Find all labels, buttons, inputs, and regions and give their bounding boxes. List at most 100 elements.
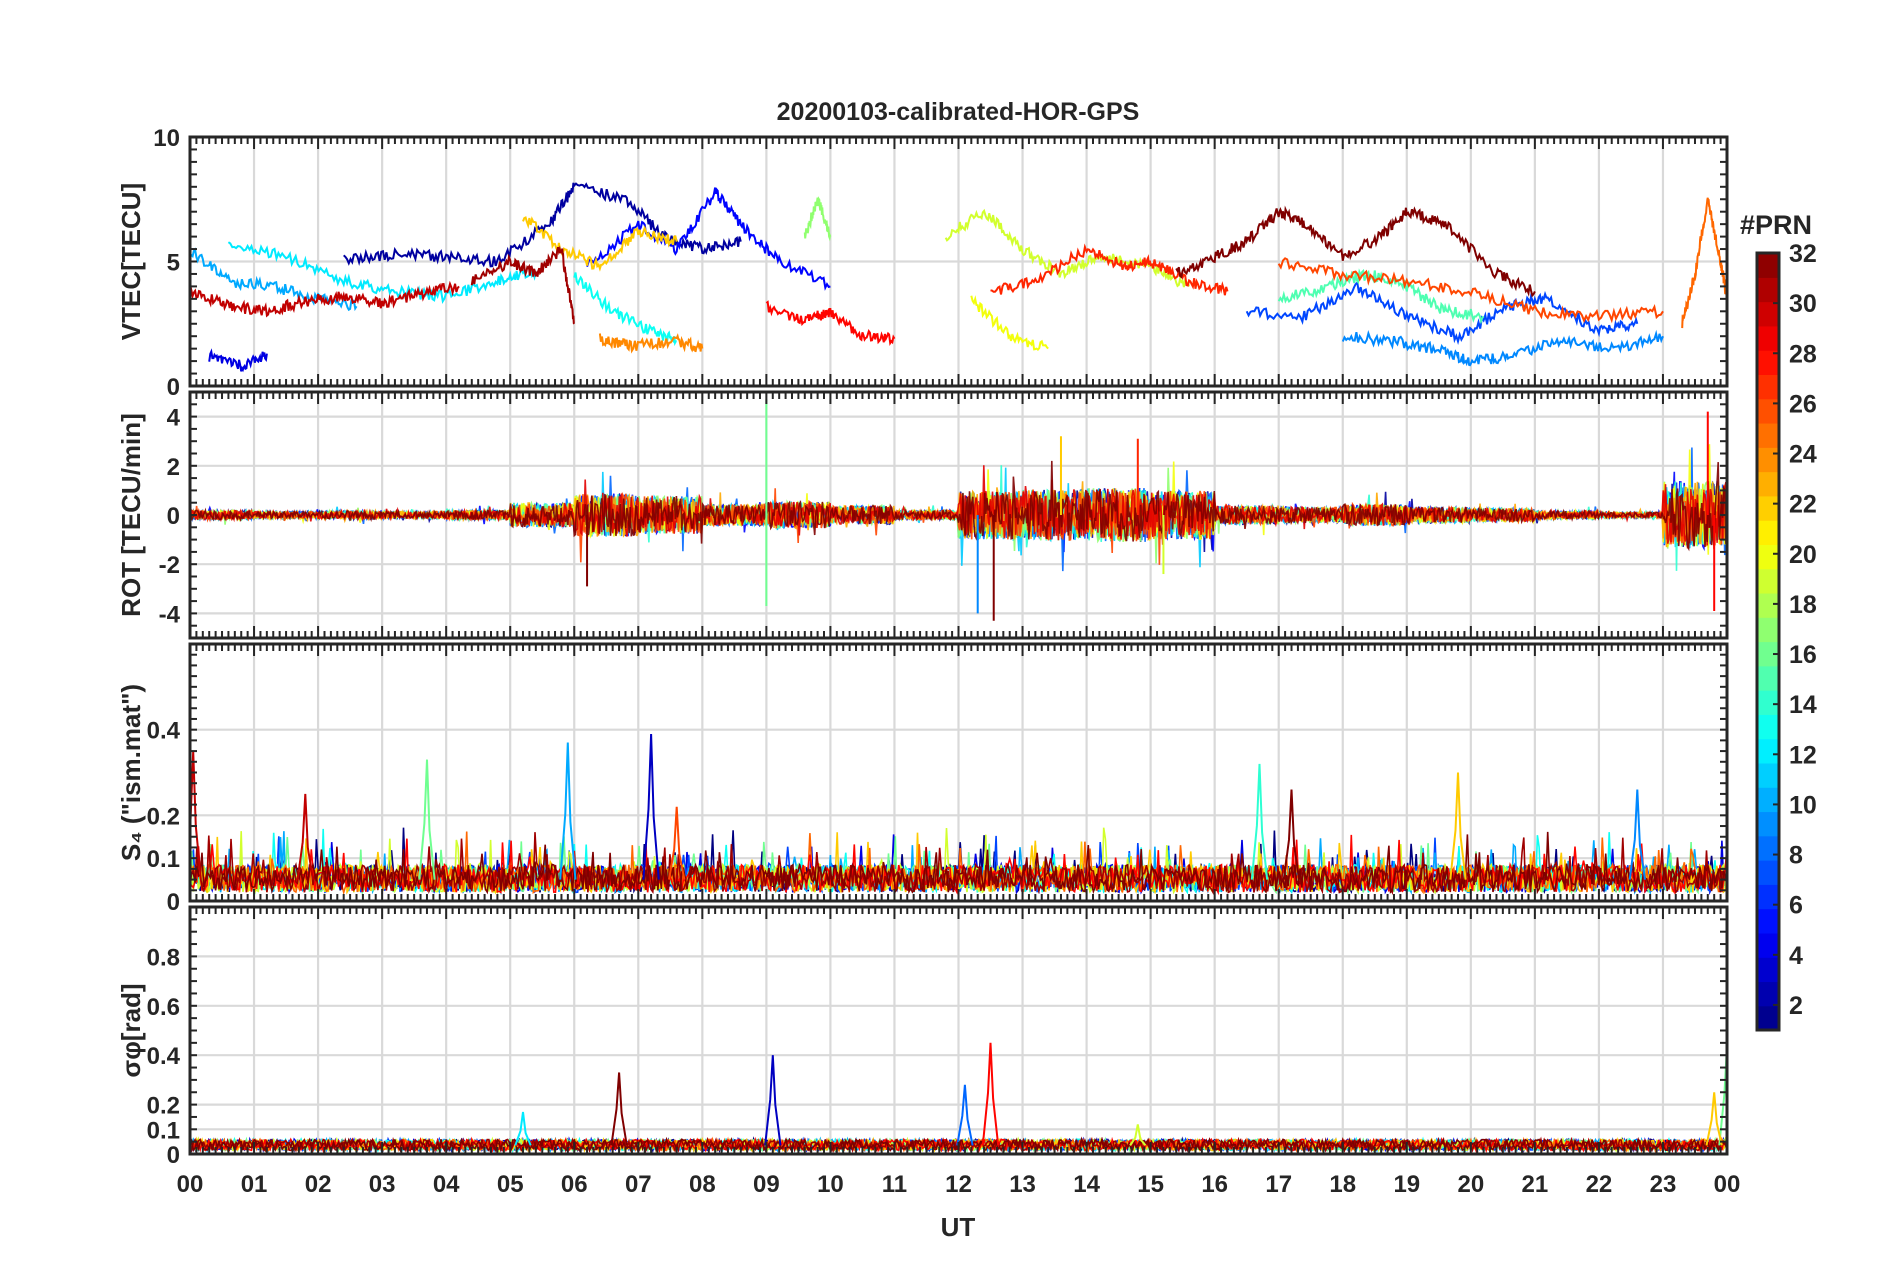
colorbar-tick-label: 2 (1789, 992, 1803, 1020)
vtec-ytick-label: 10 (153, 125, 180, 152)
s4-ytick-label: 0.4 (147, 718, 181, 745)
vtec-series-prn-15 (1277, 268, 1485, 325)
colorbar-swatch (1757, 592, 1779, 618)
sigma_phi-peak-prn-19 (1129, 1124, 1147, 1147)
x-tick-label: 04 (433, 1171, 460, 1198)
s4-y-axis-label: S₄ ("ism.mat") (116, 684, 146, 861)
s4-panel: 0 0.1 0.2 0.4S₄ ("ism.mat") (116, 642, 1729, 916)
rot-ytick-label: 0 (167, 503, 180, 530)
colorbar-tick-label: 26 (1789, 390, 1817, 418)
rot-axes-frame (188, 390, 1729, 640)
colorbar-tick-label: 12 (1789, 741, 1817, 769)
colorbar-swatch (1757, 641, 1779, 667)
colorbar-swatch (1757, 884, 1779, 910)
s4-ytick-label: 0.2 (147, 803, 180, 830)
vtec-series-prn-31 (470, 245, 576, 325)
x-tick-label: 11 (882, 1171, 907, 1198)
colorbar-swatch (1757, 665, 1779, 691)
sigma_phi-peak-prn-28 (981, 1042, 1000, 1146)
colorbar-swatch (1757, 520, 1779, 545)
x-tick-label: 22 (1586, 1171, 1613, 1198)
sigma_phi-peak-prn-16 (1718, 1045, 1727, 1146)
rot-panel: -4 -2 0 2 4 ROT [TECU/min] (116, 390, 1729, 640)
sigma_phi-peak-prn-22 (1705, 1092, 1723, 1146)
x-tick-label: 13 (1009, 1171, 1036, 1198)
colorbar-tick-label: 18 (1789, 591, 1817, 619)
vtec-data (190, 182, 1727, 373)
colorbar-label: #PRN (1740, 210, 1812, 240)
sigma_phi-panel: 00.10.2 0.4 0.6 0.8σφ[rad] (116, 905, 1729, 1169)
x-tick-labels: 00 01 02 03 04 05 06 07 08 09 10 11 12 13 14 15 16 17 18 19… (177, 1171, 1741, 1198)
x-tick-label: 01 (241, 1171, 268, 1198)
x-tick-label: 05 (497, 1171, 524, 1198)
x-tick-label: 09 (753, 1171, 780, 1198)
vtec-series-prn-30 (190, 280, 460, 318)
rot-ytick-label: -2 (159, 552, 180, 579)
vtec-ytick-label: 5 (167, 250, 180, 277)
colorbar-tick-label: 8 (1789, 842, 1803, 870)
sigma_phi-ytick-label: 0.2 (147, 1093, 180, 1120)
colorbar-swatch (1757, 447, 1779, 473)
colorbar-swatch (1757, 714, 1779, 740)
s4-peak-prn-22 (1449, 772, 1467, 880)
colorbar-swatch (1757, 617, 1779, 643)
sigma_phi-ytick-label: 0 (167, 1142, 180, 1169)
colorbar-swatch (1757, 932, 1779, 958)
colorbar-swatch (1757, 422, 1779, 448)
sigma_phi-peak-prn-8 (956, 1084, 974, 1146)
colorbar-tick-label: 24 (1789, 441, 1817, 469)
vtec-series-prn-25 (1681, 197, 1727, 329)
colorbar-swatch (1757, 908, 1779, 934)
colorbar-tick-label: 16 (1789, 641, 1817, 669)
colorbar-tick-label: 10 (1789, 791, 1817, 819)
x-tick-label: 00 (1714, 1171, 1741, 1198)
vtec-grid (188, 135, 1729, 388)
vtec-panel: 0 5 10 VTEC[TECU] (116, 125, 1729, 401)
x-tick-label: 21 (1522, 1171, 1549, 1198)
colorbar-tick-label: 6 (1789, 892, 1803, 920)
colorbar-swatch (1757, 835, 1779, 861)
rot-ytick-label: 2 (167, 454, 180, 481)
x-tick-label: 23 (1650, 1171, 1677, 1198)
colorbar-swatch (1757, 398, 1779, 424)
rot-y-axis-label: ROT [TECU/min] (116, 413, 146, 617)
chart-title: 20200103-calibrated-HOR-GPS (777, 98, 1140, 126)
vtec-series-prn-22 (522, 216, 678, 272)
x-tick-label: 19 (1393, 1171, 1420, 1198)
colorbar-swatch (1757, 1005, 1779, 1031)
vtec-series-prn-4 (208, 348, 268, 373)
vtec-series-prn-5 (586, 187, 831, 291)
x-tick-label: 00 (177, 1171, 204, 1198)
vtec-series-prn-32 (1175, 205, 1536, 298)
s4-peak-prn-3 (642, 733, 660, 880)
colorbar-tick-label: 30 (1789, 290, 1817, 318)
vtec-ytick-label: 0 (167, 374, 180, 401)
x-tick-label: 12 (945, 1171, 972, 1198)
sigma_phi-axes-frame (188, 905, 1729, 1156)
vtec-series-prn-13 (573, 272, 677, 347)
s4-peak-prn-16 (418, 759, 436, 880)
colorbar-frame (1755, 251, 1781, 1032)
vtec-series-prn-24 (598, 333, 704, 354)
colorbar-swatch (1757, 981, 1779, 1007)
x-tick-label: 20 (1457, 1171, 1484, 1198)
vtec-series-prn-27 (990, 243, 1229, 296)
colorbar-swatch (1757, 738, 1779, 764)
sigma_phi-ytick-label: 0.6 (147, 994, 180, 1021)
s4-peak-prn-30 (296, 793, 314, 880)
colorbar-swatch (1757, 787, 1779, 813)
sigma_phi-peak-prn-12 (514, 1111, 532, 1146)
colorbar-swatch (1757, 301, 1779, 327)
colorbar-swatch (1757, 762, 1779, 788)
s4-ytick-label: 0.1 (147, 846, 180, 873)
colorbar-tick-label: 32 (1789, 240, 1817, 268)
colorbar-swatch (1757, 544, 1779, 570)
vtec-series-prn-17 (803, 196, 832, 242)
x-tick-label: 15 (1137, 1171, 1164, 1198)
colorbar-tick-label: 28 (1789, 340, 1817, 368)
vtec-series-prn-7 (1245, 280, 1639, 346)
x-tick-label: 16 (1201, 1171, 1228, 1198)
vtec-series-prn-2 (343, 182, 742, 268)
